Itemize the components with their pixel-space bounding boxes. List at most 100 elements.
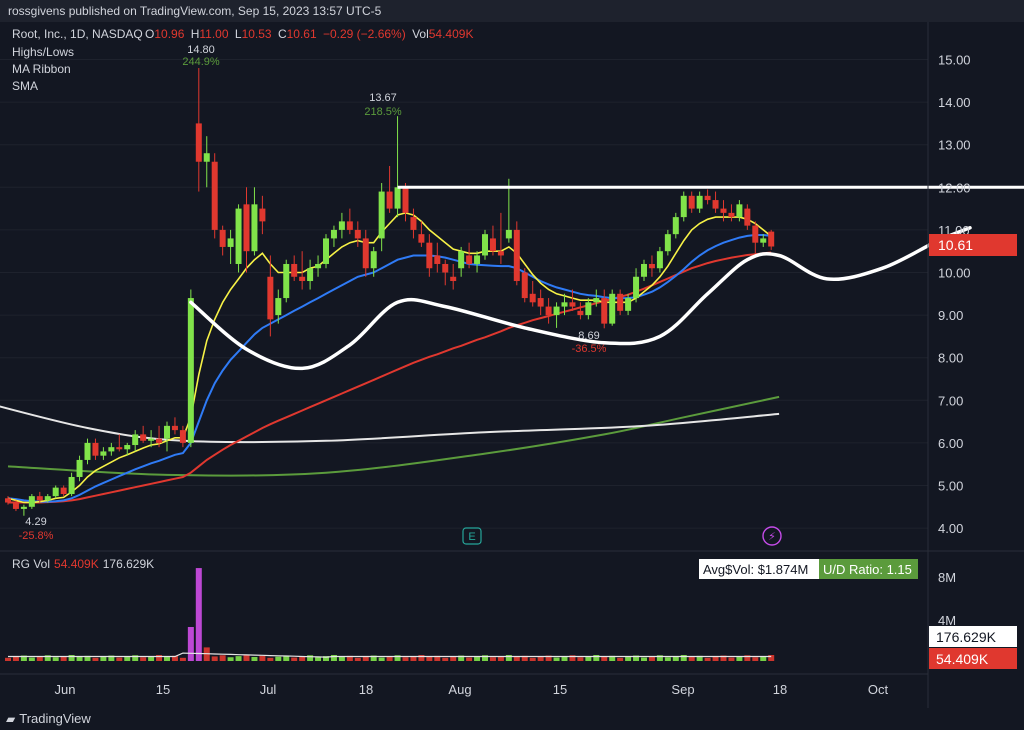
dividend-marker[interactable]: ⚡ — [762, 526, 782, 546]
candle-body — [410, 217, 417, 230]
volume-bar — [92, 657, 99, 661]
candle-body — [497, 251, 504, 256]
candle — [219, 225, 226, 256]
candle-body — [315, 263, 322, 269]
sma-lines — [0, 395, 780, 477]
legend: Root, Inc., 1D, NASDAQ O10.96 H11.00 L10… — [12, 27, 473, 93]
candle-body — [601, 298, 608, 324]
candle — [84, 438, 91, 465]
volume-bar — [402, 657, 409, 661]
candle-body — [434, 255, 441, 264]
candle — [132, 430, 139, 452]
volume-bar — [553, 657, 560, 661]
earnings-icon: E — [468, 531, 475, 543]
time-tick-label: 18 — [359, 682, 373, 697]
candle-body — [529, 293, 536, 303]
candle-body — [330, 229, 337, 239]
lightning-icon: ⚡ — [768, 531, 776, 543]
volume-bar — [291, 657, 298, 661]
volume-badge-1-bg — [929, 626, 1017, 647]
candle — [577, 302, 584, 320]
candle — [466, 242, 473, 269]
volume-bar — [28, 657, 35, 661]
volume-bar — [760, 656, 767, 661]
volume-bar — [378, 657, 385, 661]
candle-body — [291, 263, 298, 277]
candle — [426, 234, 433, 277]
candle-body — [68, 476, 75, 495]
ma-blue-line — [7, 234, 772, 503]
candle-body — [84, 442, 91, 460]
user-drawings[interactable] — [189, 185, 1024, 371]
candle-body — [354, 229, 361, 239]
volume-legend-text[interactable]: RG Vol 54.409K 176.629K — [12, 557, 154, 571]
candle — [259, 195, 266, 235]
legend-indicator-sma[interactable]: SMA — [12, 79, 38, 93]
candle — [744, 204, 751, 230]
volume-bar — [434, 655, 441, 661]
candle-body — [418, 234, 425, 243]
volume-bar — [521, 655, 528, 661]
publisher-bar: rossgivens published on TradingView.com,… — [0, 0, 1024, 22]
candle-body — [617, 293, 624, 311]
high2-price-label: 13.67 — [369, 92, 397, 104]
volume-bar — [625, 656, 632, 661]
candle-body — [12, 502, 19, 509]
volume-bar — [394, 655, 401, 661]
time-tick-label: Oct — [868, 682, 889, 697]
candle-body — [28, 496, 35, 507]
price-tick-label: 15.00 — [938, 53, 971, 68]
candle-body — [609, 293, 616, 324]
legend-indicator-ma-ribbon[interactable]: MA Ribbon — [12, 62, 71, 76]
candle — [187, 289, 194, 448]
candle-body — [203, 153, 210, 162]
ud-ratio: U/D Ratio: 1.15 — [823, 562, 912, 577]
candle-body — [466, 255, 473, 264]
candle-body — [577, 310, 584, 316]
volume-bar — [712, 656, 719, 661]
volume-bar — [171, 655, 178, 661]
time-tick-label: Sep — [671, 682, 694, 697]
last-price-badge: 10.61 — [929, 234, 1017, 256]
volume-bar — [76, 656, 83, 661]
legend-symbol[interactable]: Root, Inc., 1D, NASDAQ — [12, 27, 143, 41]
candle — [442, 259, 449, 286]
volume-axis[interactable]: 8M 4M 176.629K 54.409K — [929, 570, 1017, 669]
volume-bar — [569, 655, 576, 661]
candle-body — [720, 208, 727, 213]
candle — [545, 298, 552, 324]
volume-bar — [474, 656, 481, 661]
volume-stats: Avg$Vol: $1.874M U/D Ratio: 1.15 — [699, 559, 918, 579]
volume-bar — [12, 656, 19, 661]
candle-body — [100, 451, 107, 456]
candle-body — [362, 238, 369, 269]
volume-bar — [601, 656, 608, 661]
candle-body — [187, 298, 194, 443]
candle-body — [92, 442, 99, 456]
candle — [505, 178, 512, 243]
candle — [140, 425, 147, 443]
candle — [569, 289, 576, 311]
volume-bar — [338, 656, 345, 661]
candles — [5, 68, 775, 516]
time-axis[interactable]: Jun 15 Jul 18 Aug 15 Sep 18 Oct — [55, 682, 889, 697]
price-tick-label: 14.00 — [938, 95, 971, 110]
candle — [521, 268, 528, 303]
candle-body — [156, 438, 163, 443]
volume-bar — [267, 657, 274, 661]
avg-dollar-volume: Avg$Vol: $1.874M — [703, 562, 808, 577]
candle — [633, 268, 640, 303]
candle — [330, 225, 337, 247]
candle — [20, 504, 27, 516]
volume-bar — [275, 656, 282, 661]
price-chart[interactable]: Root, Inc., 1D, NASDAQ O10.96 H11.00 L10… — [0, 22, 1024, 708]
legend-indicator-highs-lows[interactable]: Highs/Lows — [12, 45, 74, 59]
volume-bar — [633, 655, 640, 661]
earnings-marker[interactable]: E — [462, 527, 482, 545]
price-axis[interactable]: 15.0014.0013.0012.0011.0010.009.008.007.… — [938, 53, 971, 537]
volume-bar — [362, 656, 369, 661]
high1-price-label: 14.80 — [187, 44, 215, 56]
volume-bar — [561, 656, 568, 661]
volume-axis-label-8m: 8M — [938, 570, 956, 585]
volume-bar — [259, 655, 266, 661]
